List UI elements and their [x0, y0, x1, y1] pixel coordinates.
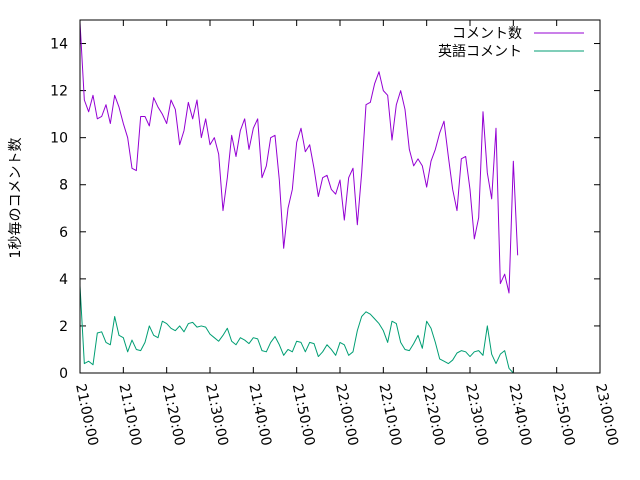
y-tick-labels: 0 2 4 6 8 10 12 14 — [50, 37, 68, 382]
y-tick-label: 6 — [59, 225, 68, 241]
y-tick-label: 10 — [50, 131, 68, 147]
legend-label: 英語コメント — [438, 43, 522, 60]
x-tick-label: 21:30:00 — [202, 383, 231, 448]
x-tick-label: 22:20:00 — [419, 383, 448, 448]
series-line-1 — [79, 22, 519, 294]
x-tick-label: 21:40:00 — [245, 383, 274, 448]
x-tick-label: 22:10:00 — [375, 383, 404, 448]
x-tick-label: 22:30:00 — [462, 383, 491, 448]
series-line-2 — [79, 285, 514, 374]
y-tick-label: 2 — [59, 319, 68, 335]
y-axis-title-group: 1秒毎のコメント数 — [8, 138, 24, 259]
series-layer — [79, 22, 519, 374]
x-tick-labels: 21:00:00 21:10:00 21:20:00 21:30:00 21:40:00… — [72, 383, 621, 448]
y-tick-label: 14 — [50, 37, 68, 53]
x-tick-label: 22:40:00 — [505, 383, 534, 448]
y-axis-title: 1秒毎のコメント数 — [8, 138, 24, 259]
y-tick-label: 8 — [59, 178, 68, 194]
x-tick-label: 22:00:00 — [332, 383, 361, 448]
x-tick-label: 22:50:00 — [549, 383, 578, 448]
x-tick-label: 21:10:00 — [115, 383, 144, 448]
y-tick-label: 12 — [50, 84, 68, 100]
plot-frame — [79, 19, 601, 374]
y-tick-label: 4 — [59, 272, 68, 288]
x-tick-label: 21:20:00 — [159, 383, 188, 448]
x-tick-label: 21:50:00 — [289, 383, 318, 448]
tick-marks — [79, 20, 601, 374]
x-tick-label: 23:00:00 — [592, 383, 621, 448]
y-tick-label: 0 — [59, 366, 68, 382]
x-tick-label: 21:00:00 — [72, 383, 101, 448]
legend-label: コメント数 — [452, 26, 522, 42]
